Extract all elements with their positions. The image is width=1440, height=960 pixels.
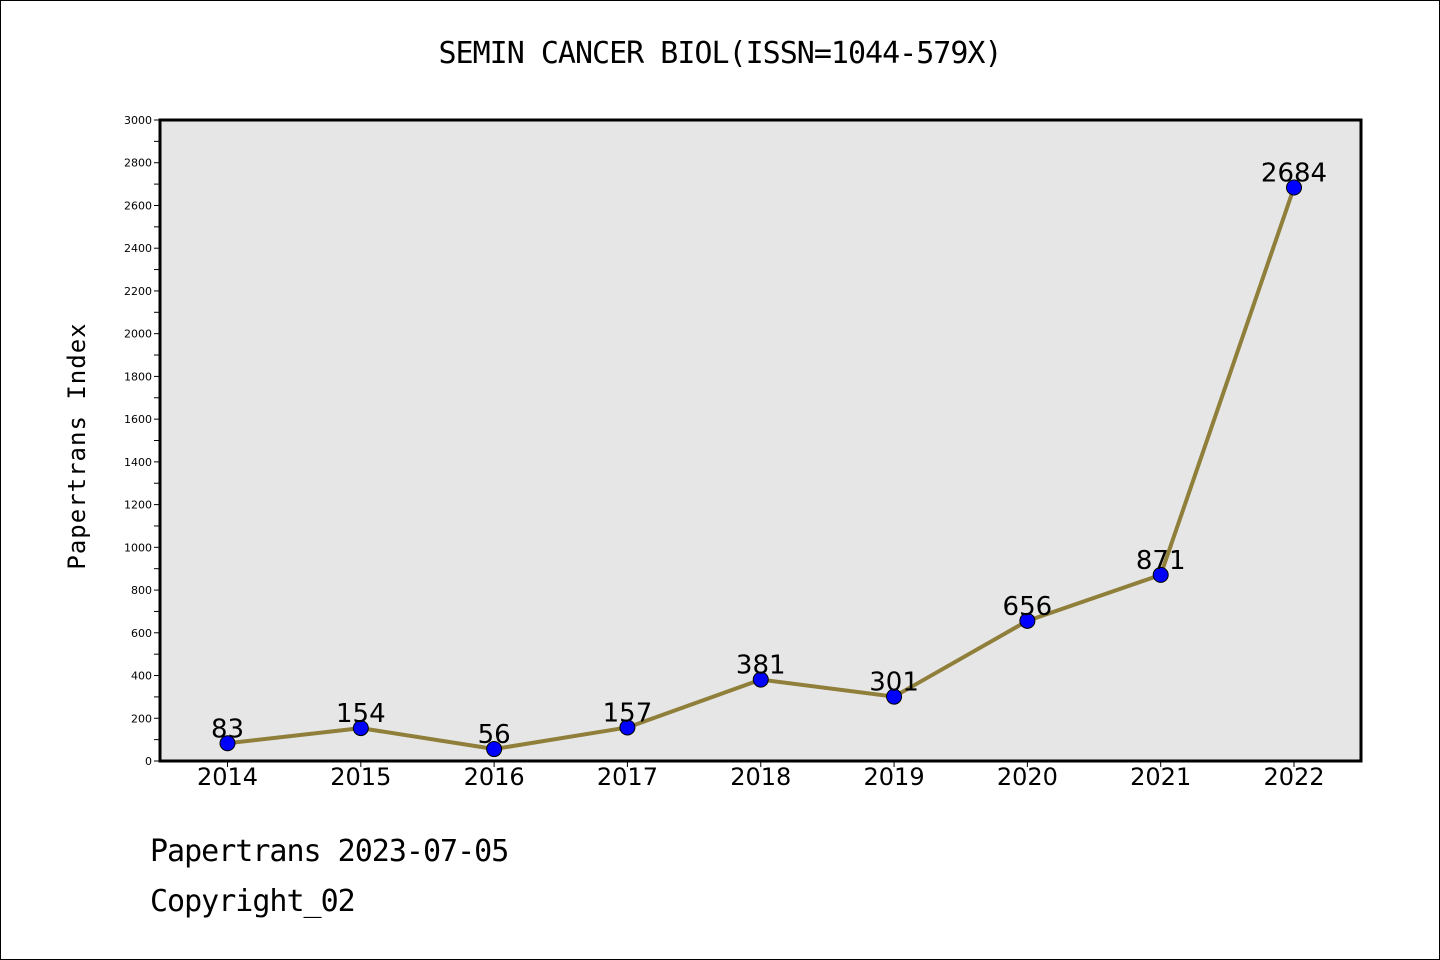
y-tick-label: 1000 [124, 541, 152, 554]
data-label: 2684 [1261, 159, 1327, 189]
plot-border [158, 118, 1363, 763]
y-tick-label: 200 [131, 712, 152, 725]
y-axis-label: Papertrans Index [63, 322, 91, 569]
y-tick-label: 800 [131, 584, 152, 597]
y-tick-label: 2200 [124, 285, 152, 298]
chart-title: SEMIN CANCER BIOL(ISSN=1044-579X) [438, 36, 1002, 71]
y-axis-ticks: 0 200 400 600 800 1000 1200 1400 1600 1800 2000 220… [124, 114, 160, 768]
x-axis-ticks: 2014 2015 2016 2017 2018 2019 2020 2021 2022 [197, 761, 1325, 791]
y-tick-label: 1200 [124, 499, 152, 512]
y-tick-label: 2400 [124, 242, 152, 255]
data-label: 381 [736, 651, 786, 681]
series-group: 83 154 56 157 381 301 656 871 2684 [211, 159, 1327, 758]
plot-area [160, 120, 1361, 761]
y-tick-label: 1600 [124, 413, 152, 426]
data-point [486, 741, 503, 758]
data-point [219, 735, 236, 752]
y-tick-label: 2600 [124, 199, 152, 212]
data-label: 157 [603, 698, 653, 728]
data-point [1286, 179, 1302, 196]
x-tick-label: 2022 [1263, 763, 1324, 791]
x-tick-label: 2016 [464, 763, 525, 791]
data-point [1019, 612, 1036, 629]
x-tick-label: 2018 [730, 763, 791, 791]
y-tick-label: 2800 [124, 157, 152, 170]
y-tick-label: 3000 [124, 114, 152, 127]
y-tick-label: 1800 [124, 370, 152, 383]
data-point [1152, 566, 1169, 583]
data-label: 56 [478, 720, 511, 750]
data-label: 83 [211, 714, 244, 744]
footer-date: Papertrans 2023-07-05 [150, 834, 509, 869]
y-tick-label: 400 [131, 670, 152, 683]
x-tick-label: 2014 [197, 763, 258, 791]
y-tick-label: 2000 [124, 328, 152, 341]
data-point [886, 688, 903, 705]
data-label: 301 [869, 668, 919, 698]
x-tick-label: 2015 [330, 763, 391, 791]
data-label: 154 [336, 699, 386, 729]
y-tick-label: 600 [131, 627, 152, 640]
x-tick-label: 2020 [997, 763, 1058, 791]
footer-copyright: Copyright_02 [150, 884, 356, 919]
x-tick-label: 2019 [864, 763, 925, 791]
x-tick-label: 2021 [1130, 763, 1191, 791]
data-label: 871 [1136, 546, 1186, 576]
data-label: 656 [1003, 592, 1053, 622]
data-point [752, 671, 769, 688]
y-tick-label: 0 [145, 755, 152, 768]
data-point [619, 719, 636, 736]
data-point [352, 720, 369, 737]
y-tick-label: 1400 [124, 456, 152, 469]
x-tick-label: 2017 [597, 763, 658, 791]
